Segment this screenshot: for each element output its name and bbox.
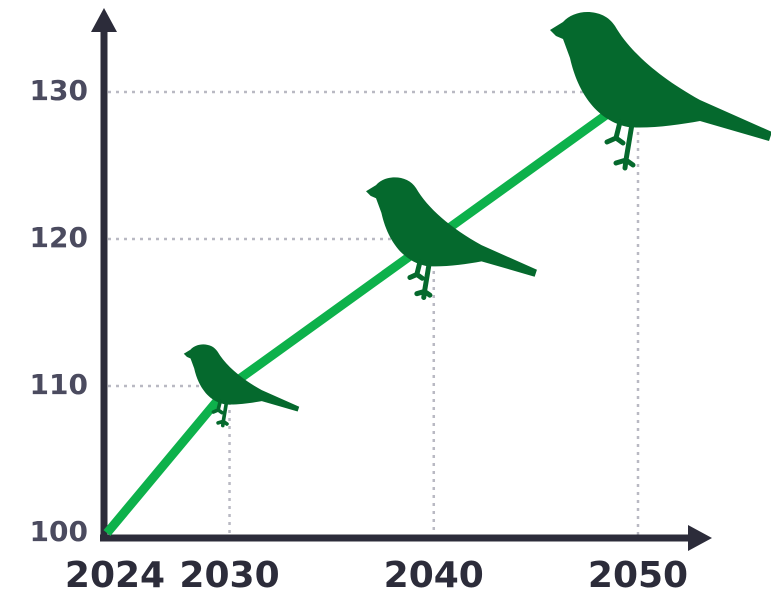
trend-line — [103, 88, 641, 536]
x-tick-label: 2024 — [65, 555, 165, 596]
y-tick-label: 120 — [30, 221, 88, 254]
y-tick-label: 130 — [30, 74, 88, 107]
bird-body — [183, 344, 300, 412]
y-axis-arrow — [91, 8, 117, 32]
x-tick-label: 2050 — [588, 555, 688, 596]
bird-marker — [183, 344, 300, 428]
bird-marker — [366, 177, 537, 301]
x-tick-label: 2040 — [384, 555, 484, 596]
bird-legs — [407, 259, 433, 301]
bird-marker — [550, 11, 771, 171]
bird-legs — [604, 119, 636, 171]
y-tick-label: 100 — [30, 515, 88, 548]
y-tick-label: 110 — [30, 368, 88, 401]
bird-body — [366, 177, 537, 277]
x-axis-arrow — [688, 525, 712, 551]
axes — [91, 8, 712, 551]
x-tick-label: 2030 — [179, 555, 279, 596]
bird-body — [550, 11, 771, 141]
bird-legs — [211, 399, 229, 428]
